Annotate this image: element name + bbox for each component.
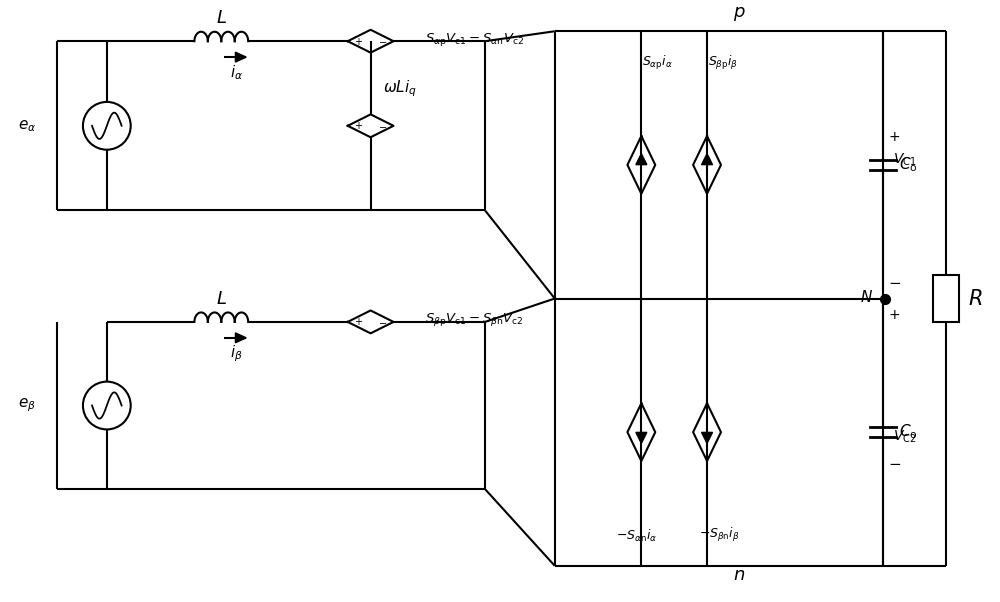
- Text: $+$: $+$: [888, 308, 900, 323]
- Polygon shape: [235, 333, 246, 343]
- Text: $S_{\beta\mathrm{p}}V_{\mathrm{c1}}-S_{\beta\mathrm{n}}V_{\mathrm{c2}}$: $S_{\beta\mathrm{p}}V_{\mathrm{c1}}-S_{\…: [425, 311, 524, 329]
- Text: $N$: $N$: [860, 288, 873, 305]
- Text: $i_{\beta}$: $i_{\beta}$: [230, 344, 243, 364]
- Text: $-$: $-$: [378, 317, 387, 327]
- Text: $i_{\alpha}$: $i_{\alpha}$: [230, 63, 243, 82]
- Text: $S_{\alpha\mathrm{p}}V_{\mathrm{c1}}-S_{\alpha\mathrm{n}}V_{\mathrm{c2}}$: $S_{\alpha\mathrm{p}}V_{\mathrm{c1}}-S_{…: [425, 31, 525, 48]
- Text: $S_{\beta\mathrm{p}}i_{\beta}$: $S_{\beta\mathrm{p}}i_{\beta}$: [708, 54, 738, 72]
- Text: $-$: $-$: [378, 36, 387, 46]
- Text: $S_{\alpha\mathrm{p}}i_{\alpha}$: $S_{\alpha\mathrm{p}}i_{\alpha}$: [642, 54, 673, 72]
- Text: $+$: $+$: [888, 130, 900, 144]
- Text: $n$: $n$: [733, 566, 745, 584]
- Text: $e_{\beta}$: $e_{\beta}$: [18, 397, 36, 414]
- Text: $p$: $p$: [733, 5, 745, 23]
- Text: $\omega Li_{q}$: $\omega Li_{q}$: [383, 78, 416, 99]
- Text: $C_{\mathrm{o}}$: $C_{\mathrm{o}}$: [899, 423, 918, 441]
- Polygon shape: [636, 154, 647, 164]
- Text: $+$: $+$: [354, 36, 363, 47]
- Text: $L$: $L$: [216, 290, 227, 308]
- Text: $-S_{\beta\mathrm{n}}i_{\beta}$: $-S_{\beta\mathrm{n}}i_{\beta}$: [699, 526, 740, 544]
- Text: $e_{\alpha}$: $e_{\alpha}$: [18, 118, 36, 134]
- Polygon shape: [702, 432, 713, 443]
- Text: $-S_{\alpha\mathrm{n}}i_{\alpha}$: $-S_{\alpha\mathrm{n}}i_{\alpha}$: [616, 528, 658, 544]
- Text: $R$: $R$: [968, 288, 982, 308]
- Text: $+$: $+$: [354, 317, 363, 327]
- Text: $L$: $L$: [216, 9, 227, 27]
- Text: $-$: $-$: [888, 274, 901, 289]
- Polygon shape: [702, 154, 713, 164]
- Polygon shape: [235, 52, 246, 62]
- Bar: [933, 275, 959, 323]
- Text: $+$: $+$: [354, 120, 363, 131]
- Text: $V_{\mathrm{C1}}$: $V_{\mathrm{C1}}$: [893, 152, 917, 168]
- Polygon shape: [636, 432, 647, 443]
- Text: $C_{\mathrm{o}}$: $C_{\mathrm{o}}$: [899, 155, 918, 174]
- Text: $-$: $-$: [378, 121, 387, 131]
- Text: $-$: $-$: [888, 455, 901, 470]
- Text: $V_{\mathrm{C2}}$: $V_{\mathrm{C2}}$: [893, 429, 917, 445]
